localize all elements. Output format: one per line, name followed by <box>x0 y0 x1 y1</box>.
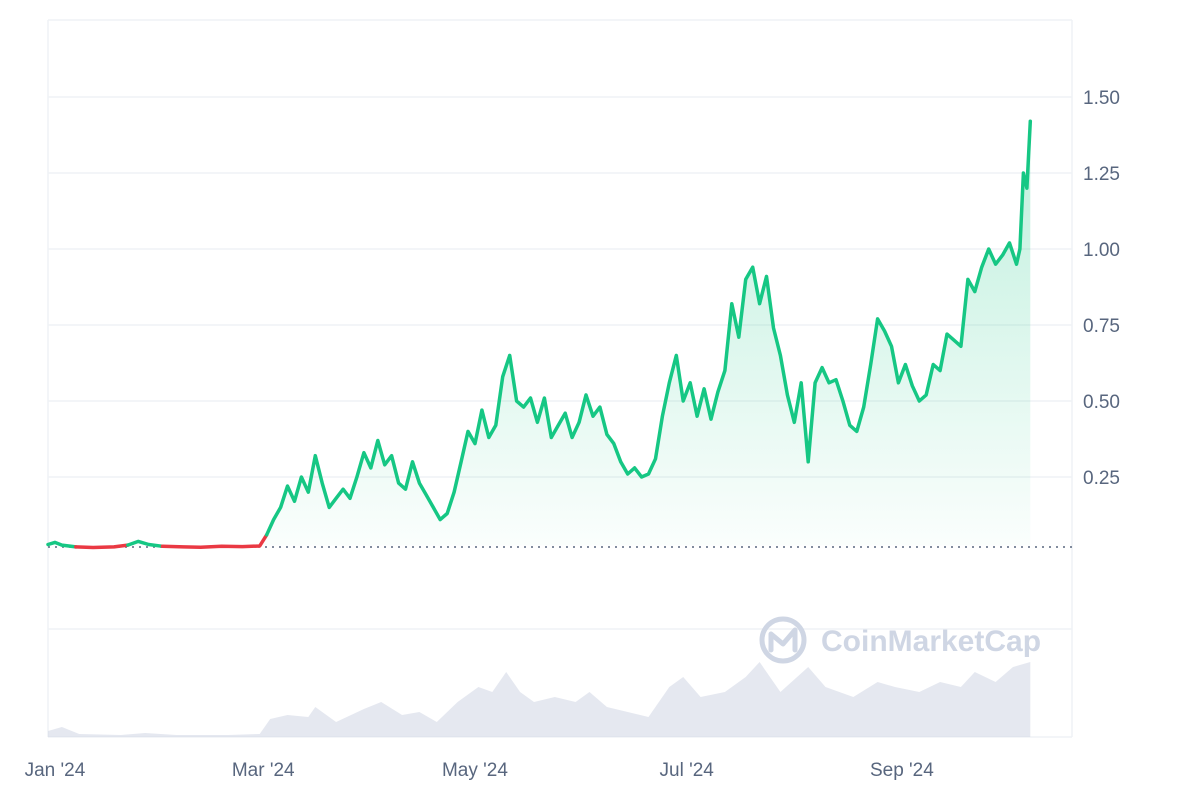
price-line-up-segment[interactable] <box>264 119 1033 537</box>
y-tick-label: 0.50 <box>1083 392 1120 413</box>
volume-bars <box>48 662 1031 737</box>
price-line-up-segment[interactable] <box>46 540 78 549</box>
x-tick-label: Jul '24 <box>660 760 715 781</box>
x-tick-label: Jan '24 <box>25 760 86 781</box>
volume-area <box>48 662 1031 737</box>
y-tick-label: 1.25 <box>1083 164 1120 185</box>
y-axis-labels: 1.50 1.25 1.00 0.75 0.50 0.25 <box>1083 88 1120 489</box>
price-line-down-segment[interactable] <box>160 533 269 549</box>
y-tick-label: 0.75 <box>1083 316 1120 337</box>
watermark-text: CoinMarketCap <box>821 625 1041 658</box>
price-area <box>48 121 1031 546</box>
y-tick-label: 1.50 <box>1083 88 1120 109</box>
x-tick-label: May '24 <box>442 760 508 781</box>
coinmarketcap-logo-icon <box>759 616 807 664</box>
price-line[interactable] <box>46 119 1033 550</box>
y-tick-label: 1.00 <box>1083 240 1120 261</box>
x-tick-label: Sep '24 <box>870 760 934 781</box>
y-tick-label: 0.25 <box>1083 468 1120 489</box>
price-line-up-segment[interactable] <box>126 539 165 549</box>
price-area-fill <box>48 121 1031 546</box>
price-line-down-segment[interactable] <box>74 543 130 550</box>
x-axis-labels: Jan '24 Mar '24 May '24 Jul '24 Sep '24 <box>25 760 935 781</box>
coinmarketcap-watermark: CoinMarketCap <box>759 616 1041 664</box>
x-tick-label: Mar '24 <box>232 760 295 781</box>
